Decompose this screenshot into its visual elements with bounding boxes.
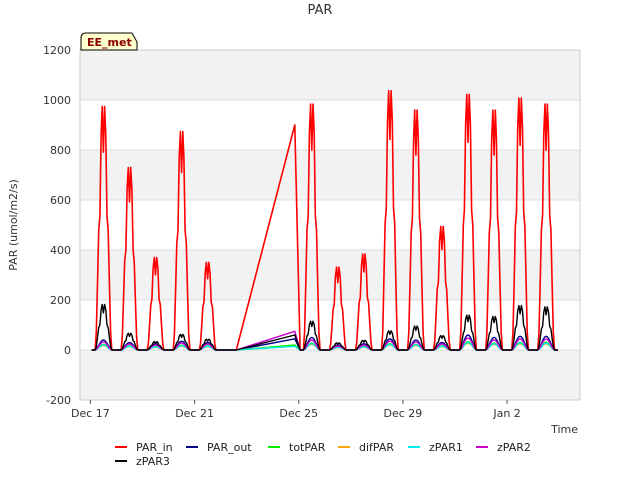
y-tick-label: 0 xyxy=(64,344,71,357)
y-tick-label: 1000 xyxy=(43,94,71,107)
y-tick-label: 200 xyxy=(50,294,71,307)
y-ticks: -200 0 200 400 600 800 1000 1200 xyxy=(43,44,71,407)
y-tick-label: 400 xyxy=(50,244,71,257)
series-line-zpar2 xyxy=(91,330,558,351)
y-tick-label: -200 xyxy=(46,394,71,407)
x-tick-label: Dec 17 xyxy=(71,407,110,420)
series-lines xyxy=(91,89,558,351)
legend-label: zPAR3 xyxy=(136,455,170,468)
grid-band xyxy=(80,50,580,100)
series-line-par_out xyxy=(91,334,558,351)
legend-label: totPAR xyxy=(289,441,326,454)
chart-title: PAR xyxy=(308,3,333,18)
x-tick-label: Dec 25 xyxy=(279,407,318,420)
series-line-zpar3 xyxy=(91,303,558,351)
legend-label: zPAR1 xyxy=(429,441,463,454)
x-axis-title: Time xyxy=(550,423,578,436)
legend: PAR_in PAR_out totPAR difPAR zPAR1 zPAR2 zPAR3 xyxy=(115,441,531,468)
grid-band xyxy=(80,150,580,200)
x-ticks: Dec 17 Dec 21 Dec 25 Dec 29 Jan 2 xyxy=(71,400,521,420)
y-axis-title: PAR (umol/m2/s) xyxy=(7,179,20,271)
badge-shape xyxy=(80,32,138,51)
legend-label: difPAR xyxy=(359,441,394,454)
badge-label: EE_met xyxy=(87,36,132,49)
station-badge: EE_met xyxy=(80,32,138,51)
grid-band xyxy=(80,350,580,400)
x-tick-label: Dec 21 xyxy=(175,407,214,420)
legend-label: PAR_in xyxy=(136,441,173,454)
y-tick-label: 600 xyxy=(50,194,71,207)
x-tick-label: Dec 29 xyxy=(384,407,423,420)
x-tick-label: Jan 2 xyxy=(492,407,520,420)
grid-band xyxy=(80,250,580,300)
y-tick-label: 1200 xyxy=(43,44,71,57)
y-tick-label: 800 xyxy=(50,144,71,157)
series-line-par_in xyxy=(91,89,558,351)
legend-label: PAR_out xyxy=(207,441,252,454)
legend-label: zPAR2 xyxy=(497,441,531,454)
plot-border xyxy=(79,49,581,401)
series-line-zpar1 xyxy=(91,341,558,351)
